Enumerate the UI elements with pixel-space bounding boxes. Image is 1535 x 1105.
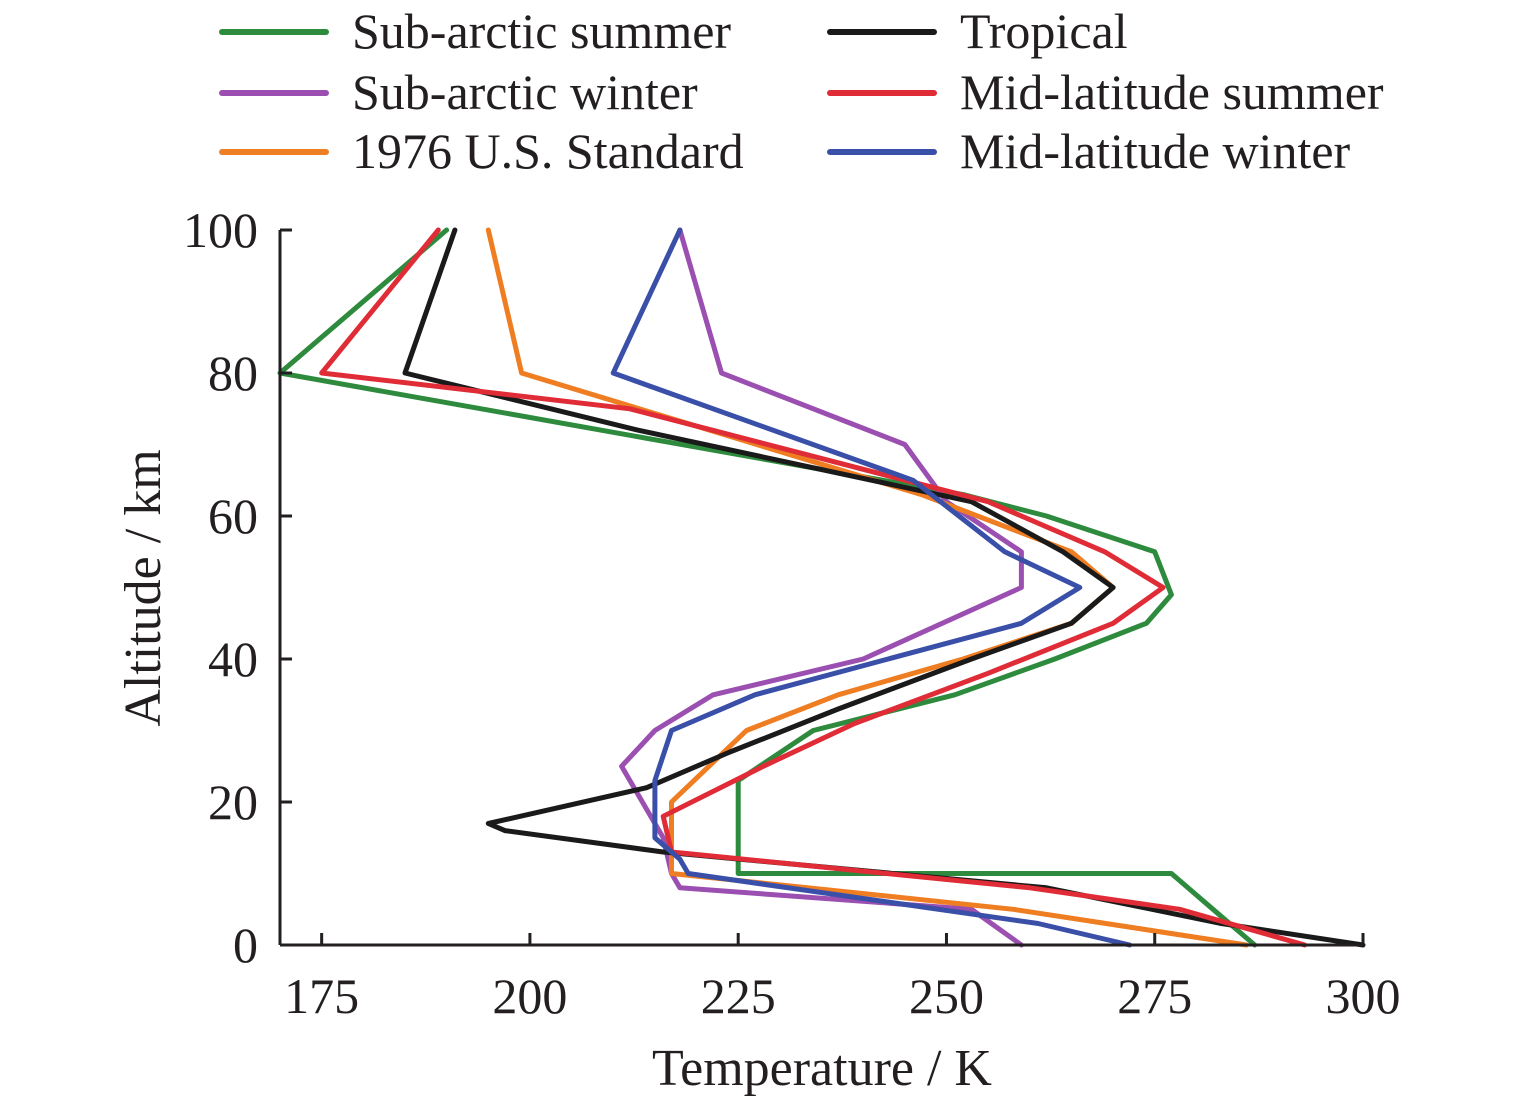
x-tick-label: 300 [1326, 968, 1401, 1024]
legend-label: Sub-arctic summer [352, 3, 731, 59]
series-line-3 [402, 227, 1366, 948]
series-line-5 [610, 227, 1133, 948]
legend-label: Mid-latitude summer [960, 64, 1384, 120]
x-tick-label: 275 [1117, 968, 1192, 1024]
y-tick-label: 0 [233, 917, 258, 973]
legend-label: 1976 U.S. Standard [352, 123, 744, 179]
x-tick-label: 250 [909, 968, 984, 1024]
x-axis-title: Temperature / K [652, 1040, 992, 1097]
y-tick-label: 40 [208, 631, 258, 687]
y-tick-label: 60 [208, 488, 258, 544]
series-line-4 [319, 227, 1308, 948]
y-tick-label: 100 [183, 202, 258, 258]
series-line-1 [619, 227, 1024, 948]
x-tick-label: 225 [701, 968, 776, 1024]
series-line-2 [485, 227, 1249, 948]
legend-label: Sub-arctic winter [352, 64, 698, 120]
y-tick-label: 80 [208, 345, 258, 401]
series-line-0 [277, 227, 1258, 948]
x-tick-label: 175 [284, 968, 359, 1024]
ticks: 175 200 225 250 275 300 0 20 40 60 80 100 [183, 202, 1401, 1024]
plot-lines [277, 227, 1366, 948]
y-axis-title: Altitude / km [115, 449, 172, 726]
legend-label: Mid-latitude winter [960, 123, 1351, 179]
legend-label: Tropical [960, 3, 1128, 59]
axes [278, 230, 1363, 947]
x-tick-label: 200 [492, 968, 567, 1024]
y-tick-label: 20 [208, 774, 258, 830]
